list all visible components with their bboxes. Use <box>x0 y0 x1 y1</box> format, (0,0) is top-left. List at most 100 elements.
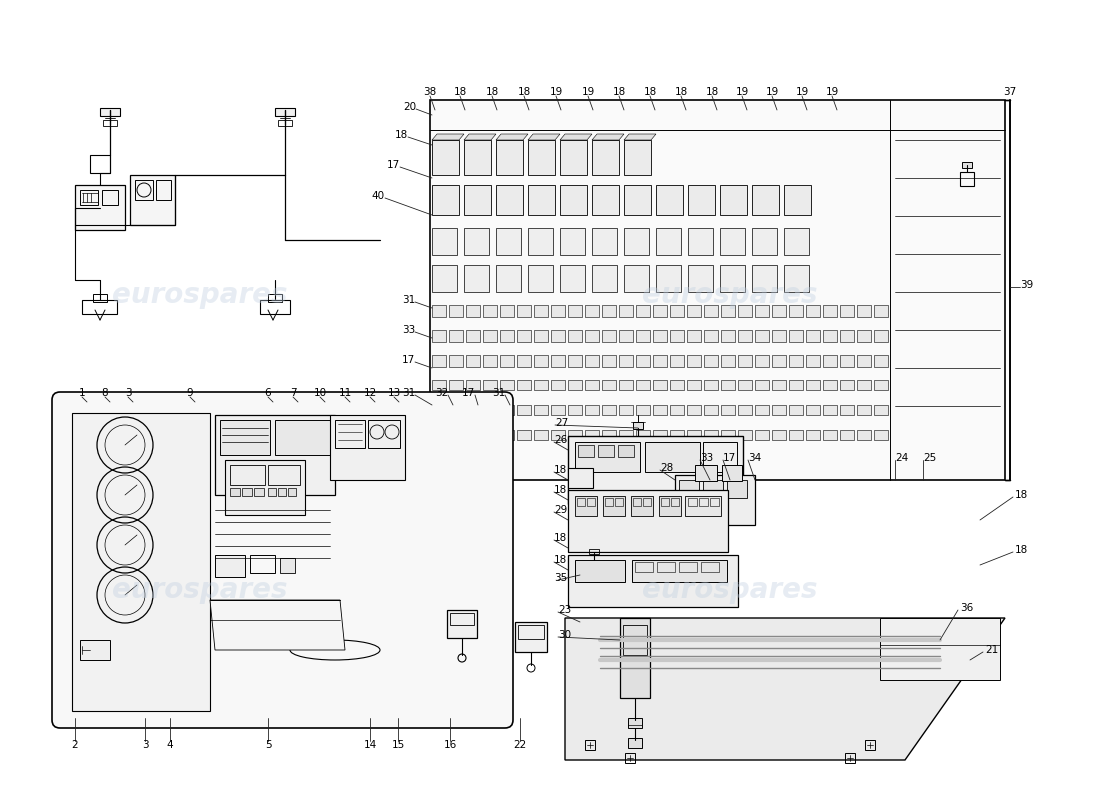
Bar <box>592 228 617 255</box>
Bar <box>704 380 718 390</box>
Text: 17: 17 <box>402 355 415 365</box>
Bar <box>449 405 463 415</box>
Polygon shape <box>430 100 1005 480</box>
Bar <box>500 380 514 390</box>
Text: 39: 39 <box>1020 280 1033 290</box>
Bar <box>865 740 874 750</box>
Polygon shape <box>592 134 624 140</box>
Bar <box>585 305 600 317</box>
Bar <box>789 405 803 415</box>
Bar <box>517 380 531 390</box>
Bar <box>517 330 531 342</box>
Bar <box>528 265 553 292</box>
Bar <box>755 380 769 390</box>
Bar <box>653 305 667 317</box>
Text: 15: 15 <box>392 740 405 750</box>
Bar <box>226 460 305 515</box>
Bar <box>755 405 769 415</box>
Text: 18: 18 <box>554 485 568 495</box>
Text: 19: 19 <box>766 87 779 97</box>
Bar <box>618 445 634 457</box>
Bar <box>653 380 667 390</box>
Text: 8: 8 <box>101 388 108 398</box>
Bar <box>688 380 701 390</box>
Text: eurospares: eurospares <box>112 576 288 604</box>
Bar <box>500 405 514 415</box>
Bar <box>619 380 632 390</box>
Bar <box>671 498 679 506</box>
Bar <box>752 265 777 292</box>
Bar <box>720 405 735 415</box>
Bar <box>720 185 747 215</box>
Polygon shape <box>496 134 528 140</box>
Bar <box>518 625 544 639</box>
Bar <box>500 430 514 440</box>
Text: 29: 29 <box>554 505 568 515</box>
Text: eurospares: eurospares <box>112 281 288 309</box>
Bar <box>602 430 616 440</box>
Bar <box>432 228 456 255</box>
Bar <box>528 185 556 215</box>
Bar <box>704 305 718 317</box>
Bar <box>752 228 777 255</box>
Bar <box>75 185 125 230</box>
Bar <box>806 430 820 440</box>
Bar <box>644 498 651 506</box>
Bar <box>789 380 803 390</box>
Bar <box>568 405 582 415</box>
Bar <box>605 498 613 506</box>
Bar <box>464 140 491 175</box>
Bar <box>840 305 854 317</box>
Text: 31: 31 <box>492 388 505 398</box>
Bar <box>483 330 497 342</box>
Bar <box>568 355 582 367</box>
Text: 4: 4 <box>167 740 174 750</box>
Bar <box>772 405 786 415</box>
Text: 27: 27 <box>556 418 569 428</box>
Bar <box>602 380 616 390</box>
Text: 17: 17 <box>387 160 400 170</box>
Bar <box>568 555 738 607</box>
Bar <box>874 305 888 317</box>
Bar <box>268 465 300 485</box>
Text: 14: 14 <box>363 740 376 750</box>
Text: 19: 19 <box>736 87 749 97</box>
Bar <box>784 185 811 215</box>
Bar <box>528 228 553 255</box>
Bar <box>675 475 755 525</box>
Bar <box>278 488 286 496</box>
Bar <box>602 355 616 367</box>
Bar <box>840 405 854 415</box>
Bar <box>874 430 888 440</box>
Text: 36: 36 <box>960 603 974 613</box>
Text: 19: 19 <box>795 87 808 97</box>
Bar <box>254 488 264 496</box>
Bar <box>656 265 681 292</box>
Bar <box>636 405 650 415</box>
Bar <box>704 330 718 342</box>
Bar <box>515 622 547 652</box>
Bar <box>960 172 974 186</box>
Bar <box>432 265 456 292</box>
Bar <box>755 305 769 317</box>
Bar <box>755 430 769 440</box>
Bar <box>534 380 548 390</box>
Bar <box>135 180 153 200</box>
Text: 34: 34 <box>748 453 761 463</box>
Bar <box>840 355 854 367</box>
Bar <box>656 228 681 255</box>
Text: 3: 3 <box>142 740 148 750</box>
Bar <box>710 498 719 506</box>
Text: 18: 18 <box>705 87 718 97</box>
Bar <box>483 380 497 390</box>
Bar <box>657 562 675 572</box>
Bar <box>602 305 616 317</box>
Bar <box>845 753 855 763</box>
Polygon shape <box>560 134 592 140</box>
Bar <box>500 305 514 317</box>
Bar <box>432 330 446 342</box>
Text: 25: 25 <box>923 453 936 463</box>
Bar <box>551 355 565 367</box>
Bar <box>432 140 459 175</box>
Bar <box>568 330 582 342</box>
